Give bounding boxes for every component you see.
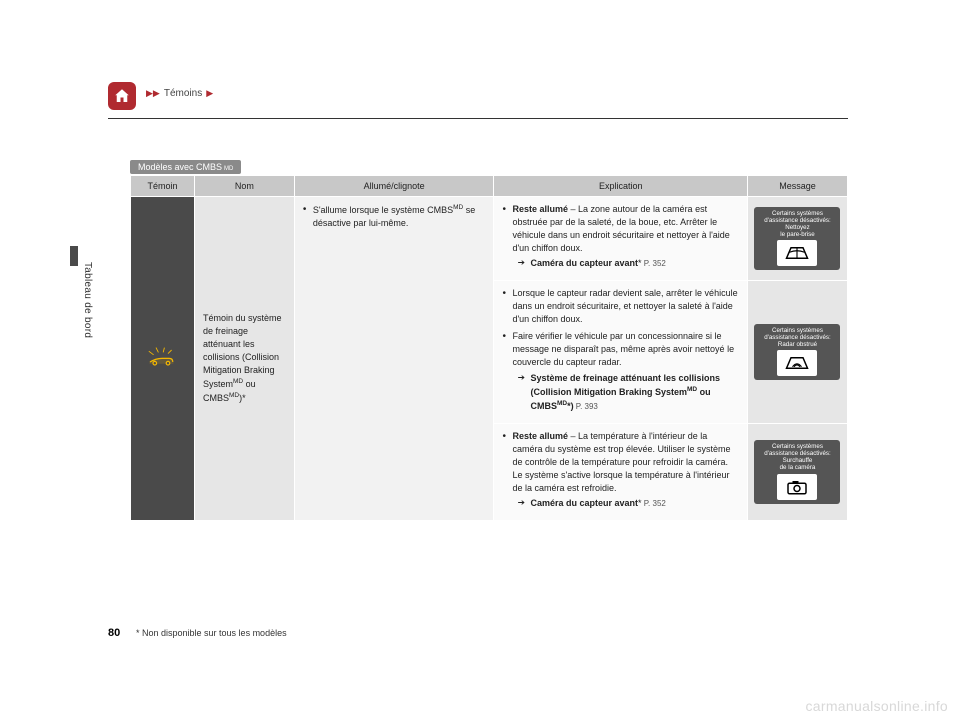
th-explication: Explication [494,176,748,197]
breadcrumb-arrow-icon: ▶▶ [146,88,160,99]
msg2-l2: d'assistance désactivés: [764,334,831,341]
breadcrumb: ▶▶ Témoins ▶ [146,88,213,99]
expl2-ref-sup1: MD [687,386,697,393]
expl2-bullet1: Lorsque le capteur radar devient sale, a… [502,287,739,326]
msg1-text: Certains systèmes d'assistance désactivé… [756,210,838,239]
expl3-bold: Reste allumé [512,431,568,441]
msg1-l2: d'assistance désactivés: [764,217,831,224]
sidebar-section-label: Tableau de bord [82,262,93,338]
indicators-table: Témoin Nom Allumé/clignote Explication M… [130,175,848,521]
home-button[interactable] [108,82,136,110]
expl1-bold: Reste allumé [512,204,568,214]
footnote: * Non disponible sur tous les modèles [136,628,287,638]
message-cell-3: Certains systèmes d'assistance désactivé… [747,423,847,520]
message-box-2: Certains systèmes d'assistance désactivé… [754,324,840,380]
msg1-l3: Nettoyez [785,224,809,231]
explanation-cell-2: Lorsque le capteur radar devient sale, a… [494,281,748,423]
table-header-row: Témoin Nom Allumé/clignote Explication M… [131,176,848,197]
expl2-ref-sup2: MD [557,400,567,407]
nom-sup-1: MD [233,378,243,385]
allume-bullet: S'allume lorsque le système CMBSMD se dé… [303,203,486,230]
expl2-b2-text: Faire vérifier le véhicule par un conces… [512,331,734,367]
expl1-bullet: Reste allumé – La zone autour de la camé… [502,203,739,270]
home-icon [113,87,131,105]
model-tag-text: Modèles avec CMBS [138,162,222,172]
expl3-ref: Caméra du capteur avant* P. 352 [512,497,739,510]
message-cell-2: Certains systèmes d'assistance désactivé… [747,281,847,423]
windshield-icon [782,243,812,263]
msg3-icon-frame [777,474,817,500]
breadcrumb-trail-arrow-icon: ▶ [206,88,213,99]
header-rule [108,118,848,119]
table-row: Témoin du système de freinage atténuant … [131,197,848,281]
indicator-name-cell: Témoin du système de freinage atténuant … [194,197,294,521]
expl3-bullet: Reste allumé – La température à l'intéri… [502,430,739,510]
msg3-l4: de la caméra [780,464,816,471]
msg2-l3: Radar obstrué [778,341,817,348]
explanation-cell-1: Reste allumé – La zone autour de la camé… [494,197,748,281]
radar-icon [782,353,812,373]
model-tag-sup: MD [224,166,233,172]
msg2-text: Certains systèmes d'assistance désactivé… [756,327,838,348]
msg3-text: Certains systèmes d'assistance désactivé… [756,443,838,472]
th-temoin: Témoin [131,176,195,197]
expl2-ref: Système de freinage atténuant les collis… [512,372,739,413]
msg3-l2: d'assistance désactivés: [764,450,831,457]
msg2-l1: Certains systèmes [772,327,823,334]
page-container: ▶▶ Témoins ▶ Tableau de bord Modèles ave… [0,0,960,722]
expl1-ref-page: P. 352 [642,259,666,268]
model-tag: Modèles avec CMBSMD [130,160,241,174]
expl2-bullet2: Faire vérifier le véhicule par un conces… [502,330,739,412]
page-number: 80 [108,627,120,639]
expl1-ref: Caméra du capteur avant* P. 352 [512,257,739,270]
nom-sup-2: MD [229,392,239,399]
msg2-icon-frame [777,350,817,376]
message-box-3: Certains systèmes d'assistance désactivé… [754,440,840,504]
camera-icon [782,477,812,497]
watermark: carmanualsonline.info [806,698,949,714]
sidebar-tab [70,246,78,266]
allume-sup: MD [453,204,463,211]
message-cell-1: Certains systèmes d'assistance désactivé… [747,197,847,281]
indicator-icon-cell [131,197,195,521]
allume-cell: S'allume lorsque le système CMBSMD se dé… [294,197,494,521]
msg1-icon-frame [777,240,817,266]
msg1-l1: Certains systèmes [772,210,823,217]
expl1-ref-bold: Caméra du capteur avant [530,258,638,268]
msg1-l4: le pare-brise [780,231,814,238]
expl3-ref-page: P. 352 [642,499,666,508]
expl3-ref-bold: Caméra du capteur avant [530,498,638,508]
th-allume: Allumé/clignote [294,176,494,197]
message-box-1: Certains systèmes d'assistance désactivé… [754,207,840,271]
th-message: Message [747,176,847,197]
allume-text-a: S'allume lorsque le système CMBS [313,205,453,215]
explanation-cell-3: Reste allumé – La température à l'intéri… [494,423,748,520]
nom-star: * [242,393,246,403]
msg3-l1: Certains systèmes [772,443,823,450]
th-nom: Nom [194,176,294,197]
msg3-l3: Surchauffe [783,457,813,464]
expl2-ref-page: P. 393 [574,402,598,411]
breadcrumb-section: Témoins [164,88,202,99]
cmbs-indicator-icon [144,343,180,369]
